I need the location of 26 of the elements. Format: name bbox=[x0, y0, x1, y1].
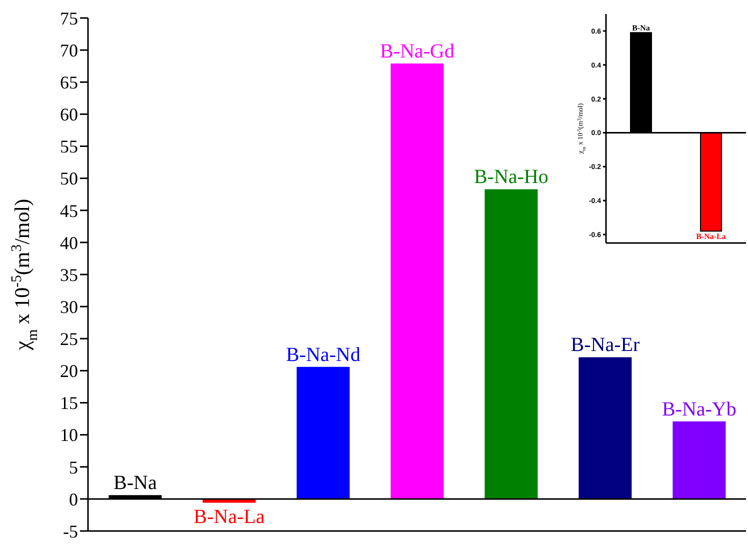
y-tick-label: 65 bbox=[60, 72, 78, 93]
x-tick-label: B-Na-Gd bbox=[380, 40, 454, 63]
y-tick-label: 30 bbox=[60, 296, 78, 317]
x-tick-label: B-Na-Er bbox=[570, 334, 640, 356]
x-tick-label: B-Na-La bbox=[696, 232, 726, 242]
y-tick-label: 5 bbox=[69, 457, 78, 478]
y-tick-label: 15 bbox=[60, 393, 78, 414]
y-tick-label: 45 bbox=[60, 200, 78, 221]
y-tick-label: 75 bbox=[60, 8, 78, 28]
y-tick-label: 20 bbox=[60, 361, 78, 382]
y-tick-label: 60 bbox=[60, 104, 78, 125]
y-tick-label: 35 bbox=[60, 264, 78, 285]
x-tick-label: B-Na bbox=[114, 472, 157, 494]
x-tick-label: B-Na-La bbox=[194, 506, 265, 528]
x-tick-label: B-Na-Ho bbox=[474, 166, 548, 188]
x-tick-label: B-Na bbox=[632, 23, 650, 32]
y-tick-label: 50 bbox=[60, 168, 78, 189]
y-tick-label: 40 bbox=[60, 232, 78, 253]
y-tick-label: 10 bbox=[60, 425, 78, 446]
y-tick-label: 25 bbox=[60, 329, 78, 350]
y-tick-label: -5 bbox=[63, 521, 78, 542]
y-tick-label: 55 bbox=[60, 136, 78, 157]
y-tick-label: 0 bbox=[69, 489, 78, 510]
x-tick-label: B-Na-Yb bbox=[662, 398, 736, 420]
y-tick-label: 70 bbox=[60, 40, 78, 60]
x-tick-label: B-Na-Nd bbox=[286, 344, 360, 366]
